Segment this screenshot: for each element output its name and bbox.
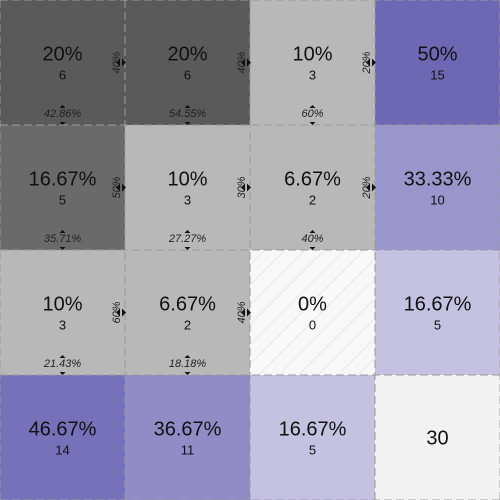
down-flow-arrow [309, 122, 316, 125]
cell-count-label: 2 [184, 318, 191, 333]
down-flow-arrow [59, 122, 66, 125]
right-flow-arrow [247, 183, 251, 192]
column-total-count: 11 [181, 443, 195, 458]
row-total-percent: 16.67% [404, 294, 472, 316]
right-flow-arrow [247, 58, 251, 67]
left-flow-arrow [366, 183, 370, 192]
cell-percent-label: 16.67% [29, 169, 97, 191]
up-flow-arrow [59, 355, 66, 358]
cell-count-label: 3 [309, 68, 316, 83]
grand-total-cell [375, 375, 500, 500]
column-total-cell [250, 375, 375, 500]
row-total-percent: 50% [417, 44, 457, 66]
left-flow-arrow [241, 58, 245, 67]
heatmap-cell-0-2 [250, 0, 375, 125]
heatmap-cell-2-1 [125, 250, 250, 375]
down-flow-arrow [184, 122, 191, 125]
left-flow-arrow [366, 58, 370, 67]
down-flow-arrow [184, 372, 191, 375]
up-flow-arrow [184, 355, 191, 358]
right-flow-arrow [372, 58, 376, 67]
down-flow-label: 27.27% [168, 233, 207, 245]
down-flow-arrow [59, 372, 66, 375]
row-total-cell [375, 125, 500, 250]
cell-count-label: 3 [59, 318, 66, 333]
row-total-percent: 33.33% [404, 169, 472, 191]
right-flow-arrow [122, 308, 126, 317]
row-total-count: 5 [434, 318, 441, 333]
up-flow-arrow [184, 105, 191, 108]
down-flow-arrow [59, 247, 66, 250]
cell-count-label: 0 [309, 318, 316, 333]
column-total-percent: 36.67% [154, 419, 222, 441]
empty-cell-hatch [250, 250, 375, 375]
left-flow-arrow [116, 308, 120, 317]
down-flow-label: 40% [301, 233, 323, 245]
up-flow-arrow [59, 105, 66, 108]
column-total-cell [125, 375, 250, 500]
heatmap-cell-0-0 [0, 0, 125, 125]
column-total-cell [0, 375, 125, 500]
cell-percent-label: 10% [167, 169, 207, 191]
left-flow-arrow [116, 183, 120, 192]
column-total-percent: 16.67% [279, 419, 347, 441]
cell-count-label: 2 [309, 193, 316, 208]
left-flow-arrow [116, 58, 120, 67]
down-flow-label: 21.43% [43, 358, 82, 370]
down-flow-label: 18.18% [169, 358, 207, 370]
cell-percent-label: 20% [42, 44, 82, 66]
column-total-percent: 46.67% [29, 419, 97, 441]
row-total-count: 10 [430, 193, 444, 208]
down-flow-label: 35.71% [44, 233, 82, 245]
heatmap-cell-0-1 [125, 0, 250, 125]
right-flow-arrow [372, 183, 376, 192]
up-flow-arrow [184, 230, 191, 233]
left-flow-arrow [241, 183, 245, 192]
down-flow-label: 54.55% [169, 108, 207, 120]
down-flow-label: 60% [301, 108, 323, 120]
row-total-count: 15 [430, 68, 444, 83]
row-total-cell [375, 0, 500, 125]
down-flow-arrow [184, 247, 191, 250]
heatmap-cell-1-0 [0, 125, 125, 250]
grand-total-label: 30 [426, 428, 448, 450]
heatmap-cell-2-0 [0, 250, 125, 375]
column-total-count: 5 [309, 443, 316, 458]
heatmap-cell-1-2 [250, 125, 375, 250]
right-flow-arrow [122, 58, 126, 67]
cell-count-label: 5 [59, 193, 66, 208]
cell-percent-label: 6.67% [284, 169, 341, 191]
up-flow-arrow [309, 230, 316, 233]
column-total-count: 14 [55, 443, 69, 458]
heatmap-cell-1-1 [125, 125, 250, 250]
cell-percent-label: 10% [292, 44, 332, 66]
cell-count-label: 6 [184, 68, 191, 83]
row-total-cell [375, 250, 500, 375]
cell-percent-label: 0% [298, 294, 327, 316]
right-flow-arrow [122, 183, 126, 192]
right-flow-arrow [247, 308, 251, 317]
down-flow-arrow [309, 247, 316, 250]
cell-percent-label: 10% [42, 294, 82, 316]
left-flow-arrow [241, 308, 245, 317]
down-flow-label: 42.86% [44, 108, 82, 120]
up-flow-arrow [59, 230, 66, 233]
cell-percent-label: 6.67% [159, 294, 216, 316]
cell-count-label: 3 [184, 193, 191, 208]
cell-count-label: 6 [59, 68, 66, 83]
cell-percent-label: 20% [167, 44, 207, 66]
up-flow-arrow [309, 105, 316, 108]
